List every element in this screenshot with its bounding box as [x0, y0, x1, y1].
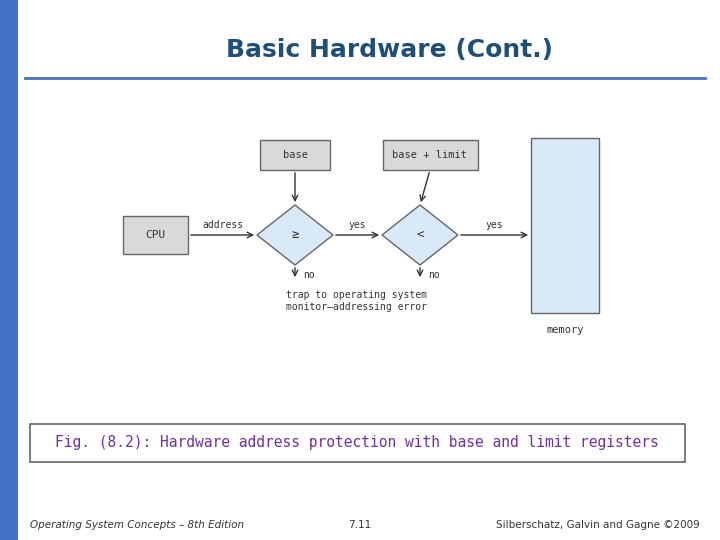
Bar — [0, 0, 18, 540]
Text: no: no — [428, 270, 440, 280]
Text: base: base — [282, 150, 307, 160]
Text: base + limit: base + limit — [392, 150, 467, 160]
Bar — [382, 140, 477, 170]
Polygon shape — [382, 205, 458, 265]
Text: ≥: ≥ — [292, 228, 299, 241]
Text: trap to operating system
monitor—addressing error: trap to operating system monitor—address… — [287, 290, 428, 312]
Text: CPU: CPU — [145, 230, 165, 240]
Text: Silberschatz, Galvin and Gagne ©2009: Silberschatz, Galvin and Gagne ©2009 — [496, 520, 700, 530]
Text: memory: memory — [546, 325, 584, 335]
Bar — [30, 424, 685, 462]
Text: 7.11: 7.11 — [348, 520, 372, 530]
Bar — [260, 140, 330, 170]
Bar — [122, 216, 187, 254]
Text: yes: yes — [348, 220, 366, 230]
Text: Fig. (8.2): Hardware address protection with base and limit registers: Fig. (8.2): Hardware address protection … — [55, 435, 659, 450]
Text: Basic Hardware (Cont.): Basic Hardware (Cont.) — [227, 38, 554, 62]
Text: address: address — [202, 220, 243, 230]
Text: <: < — [416, 228, 424, 241]
Text: no: no — [303, 270, 315, 280]
Text: yes: yes — [486, 220, 503, 230]
Polygon shape — [257, 205, 333, 265]
Text: Operating System Concepts – 8th Edition: Operating System Concepts – 8th Edition — [30, 520, 244, 530]
Bar — [531, 138, 599, 313]
